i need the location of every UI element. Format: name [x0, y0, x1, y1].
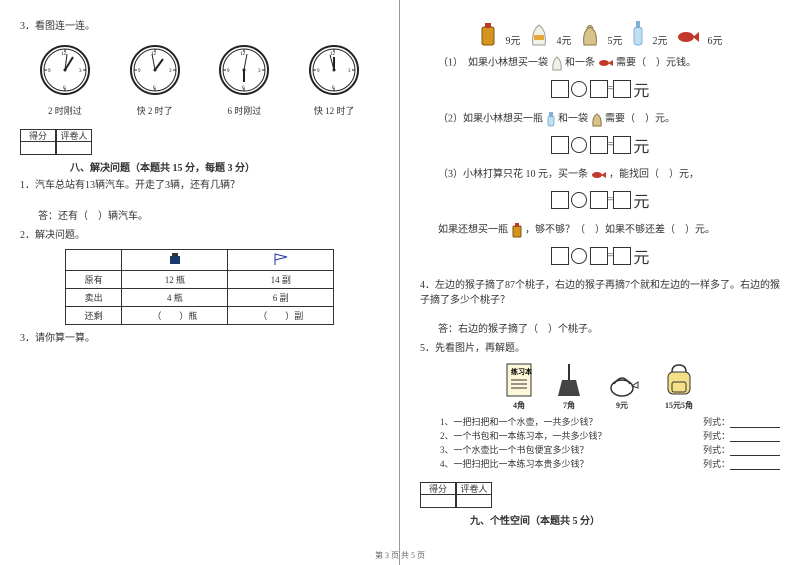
clock-label: 快 12 时了	[299, 104, 369, 117]
q5-items-row: 练习本 4角 7角 9元 15元5角	[420, 362, 780, 411]
q5-line: 1、一把扫把和一个水壶，一共多少钱？列式：	[440, 415, 780, 428]
clock-label: 6 时刚过	[209, 104, 279, 117]
fish-icon	[598, 57, 614, 69]
score-box: 得分 评卷人	[20, 129, 379, 155]
equation-row: =元	[420, 77, 780, 101]
r4-line: 如果还想买一瓶 ，够不够？（ ）如果不够还差（ ）元。	[420, 222, 780, 238]
kettle-item: 9元	[604, 368, 640, 411]
backpack-icon	[662, 362, 696, 398]
page-footer: 第 3 页 共 5 页	[0, 550, 800, 561]
fish-icon	[676, 27, 700, 47]
svg-text:3: 3	[348, 69, 351, 74]
clock-icon: 12369	[306, 42, 362, 98]
broom-item: 7角	[556, 362, 582, 411]
q8-3: 3．请你算一算。	[20, 331, 379, 346]
svg-text:6: 6	[63, 86, 66, 91]
table-row: 还剩（ ）瓶（ ）副	[65, 307, 333, 325]
price-label: 9元	[506, 32, 521, 47]
clock-icon: 12 3 6 9	[37, 42, 93, 98]
price-label: 6元	[708, 32, 723, 47]
r3-line: （3）小林打算只花 10 元，买一条 ，能找回（ ）元，	[420, 167, 780, 182]
equation-row: =元	[420, 188, 780, 212]
section-8-title: 八、解决问题（本题共 15 分，每题 3 分）	[70, 159, 379, 174]
q4-answer: 答：右边的猴子摘了（ ）个桃子。	[420, 322, 780, 337]
clock-label: 快 2 时了	[120, 104, 190, 117]
clock-icon: 12369	[127, 42, 183, 98]
r1-line: （1） 如果小林想买一袋 和一条 需要（ ）元钱。	[420, 55, 780, 71]
backpack-item: 15元5角	[662, 362, 696, 411]
shop-item	[631, 19, 645, 47]
q3-header: 3．看图连一连。	[20, 19, 379, 34]
right-column: 9元 4元 5元 2元 6元 （1） 如果小林想买一袋 和一条 需要（ ）元钱。…	[400, 0, 800, 565]
notebook-icon: 练习本	[504, 362, 534, 398]
svg-text:6: 6	[332, 86, 335, 91]
fish-icon	[591, 169, 607, 181]
q5-line: 2、一个书包和一本练习本，一共多少钱？列式：	[440, 429, 780, 442]
q5-line: 3、一个水壶比一个书包便宜多少钱？列式：	[440, 443, 780, 456]
q5: 5．先看图片，再解题。	[420, 341, 780, 356]
q8-2: 2．解决问题。	[20, 228, 379, 243]
price-label: 2元	[653, 32, 668, 47]
bottle-icon	[546, 111, 556, 127]
table-cell	[122, 250, 228, 271]
svg-text:6: 6	[242, 86, 245, 91]
equation-row: =元	[420, 244, 780, 268]
kettle-icon	[604, 368, 640, 398]
rice-icon	[551, 55, 563, 71]
table-cell	[65, 250, 122, 271]
bag-icon	[580, 21, 600, 47]
bag-icon	[591, 111, 603, 127]
svg-text:练习本: 练习本	[511, 367, 532, 376]
score-box: 得分 评卷人	[420, 482, 780, 508]
reviewer-col: 评卷人	[456, 482, 492, 508]
section-9-title: 九、个性空间（本题共 5 分）	[470, 512, 780, 527]
clock-icon: 12 3 6 9	[216, 42, 272, 98]
shop-items-row: 9元 4元 5元 2元 6元	[420, 19, 780, 47]
notebook-item: 练习本 4角	[504, 362, 534, 411]
svg-text:9: 9	[48, 69, 51, 74]
table-row	[65, 250, 333, 271]
r2-line: （2）如果小林想买一瓶 和一袋 需要（ ）元。	[420, 111, 780, 127]
svg-text:9: 9	[227, 69, 230, 74]
q8-1-answer: 答：还有（ ）辆汽车。	[20, 209, 379, 224]
bottle-icon	[631, 19, 645, 47]
shop-item	[478, 21, 498, 47]
svg-text:12: 12	[240, 52, 246, 57]
rice-icon	[529, 21, 549, 47]
clock-label: 2 时刚过	[30, 104, 100, 117]
score-col: 得分	[420, 482, 456, 508]
table-row: 卖出4 瓶6 副	[65, 289, 333, 307]
shop-item	[676, 27, 700, 47]
price-label: 4元	[557, 32, 572, 47]
svg-text:9: 9	[317, 69, 320, 74]
svg-text:6: 6	[153, 86, 156, 91]
svg-text:3: 3	[258, 69, 261, 74]
reviewer-col: 评卷人	[56, 129, 92, 155]
svg-text:3: 3	[79, 69, 82, 74]
equation-row: =元	[420, 133, 780, 157]
q4: 4．左边的猴子摘了87个桃子，右边的猴子再摘7个就和左边的一样多了。右边的猴子摘…	[420, 278, 780, 308]
table-cell	[228, 250, 334, 271]
inventory-table: 原有12 瓶14 副 卖出4 瓶6 副 还剩（ ）瓶（ ）副	[65, 249, 334, 325]
oil-icon	[478, 21, 498, 47]
clocks-row: 12 3 6 9 12 3 6 9 12 3 6 9 12 3 6 9	[20, 42, 379, 98]
svg-text:9: 9	[138, 69, 141, 74]
table-row: 原有12 瓶14 副	[65, 271, 333, 289]
ink-icon	[167, 252, 183, 266]
svg-text:3: 3	[169, 69, 172, 74]
oil-icon	[511, 222, 523, 238]
q8-1: 1．汽车总站有13辆汽车。开走了3辆，还有几辆？	[20, 178, 379, 193]
flag-icon	[273, 252, 289, 266]
price-label: 5元	[608, 32, 623, 47]
broom-icon	[556, 362, 582, 398]
svg-text:12: 12	[61, 52, 67, 57]
score-col: 得分	[20, 129, 56, 155]
shop-item	[529, 21, 549, 47]
shop-item	[580, 21, 600, 47]
left-column: 3．看图连一连。 12 3 6 9 12 3 6 9 12 3 6 9 12 3 6 9 2 时刚过 快…	[0, 0, 400, 565]
clock-labels-row: 2 时刚过 快 2 时了 6 时刚过 快 12 时了	[20, 104, 379, 117]
q5-line: 4、一把扫把比一本练习本贵多少钱？列式：	[440, 457, 780, 470]
